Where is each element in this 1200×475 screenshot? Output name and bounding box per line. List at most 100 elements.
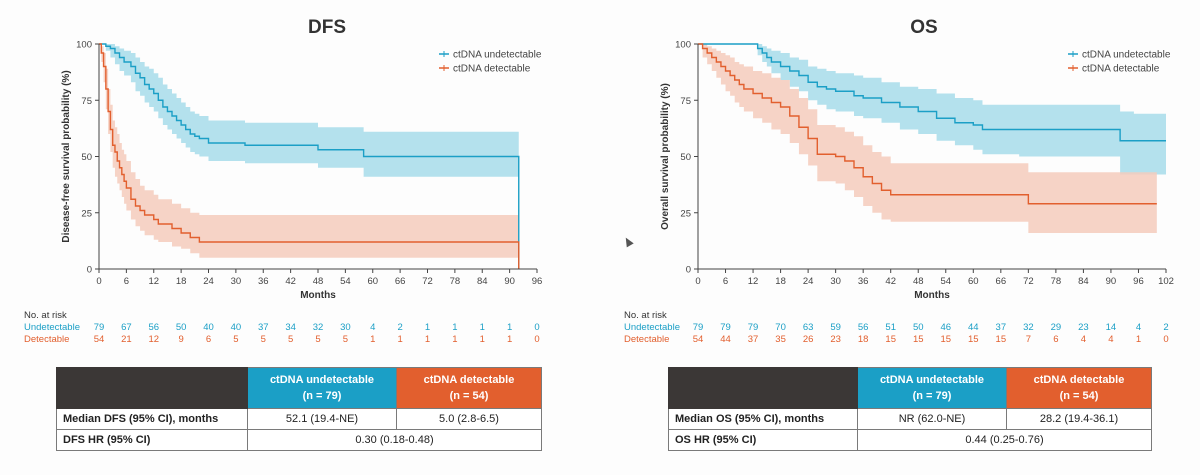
x-tick-label: 30 (231, 276, 242, 287)
risk-value-undetectable: 1 (507, 322, 512, 333)
table-header-row: ctDNA undetectable (n = 79) ctDNA detecta… (668, 367, 1152, 409)
risk-value-detectable: 7 (1026, 334, 1031, 345)
median-label: Median DFS (95% CI), months (56, 408, 248, 430)
x-tick-label: 24 (203, 276, 214, 287)
header-detectable-n: (n = 54) (449, 390, 489, 402)
x-tick-label: 78 (450, 276, 461, 287)
x-tick-label: 96 (532, 276, 543, 287)
hr-value: 0.30 (0.18-0.48) (247, 429, 542, 451)
risk-value-undetectable: 2 (397, 322, 402, 333)
legend-label-detectable: ctDNA detectable (1082, 64, 1160, 75)
risk-value-detectable: 5 (261, 334, 266, 345)
risk-value-undetectable: 63 (803, 322, 814, 333)
risk-value-detectable: 21 (121, 334, 132, 345)
risk-value-detectable: 15 (913, 334, 924, 345)
risk-value-detectable: 9 (178, 334, 183, 345)
x-tick-label: 18 (775, 276, 786, 287)
risk-value-undetectable: 34 (285, 322, 296, 333)
risk-label-detectable: Detectable (24, 334, 69, 345)
x-tick-label: 36 (858, 276, 869, 287)
risk-value-detectable: 15 (996, 334, 1007, 345)
survival-line-undetectable (698, 43, 1166, 142)
x-tick-label: 48 (313, 276, 324, 287)
header-undetectable-n: (n = 79) (302, 390, 342, 402)
risk-value-undetectable: 32 (1023, 322, 1034, 333)
risk-value-undetectable: 2 (1163, 322, 1168, 333)
x-tick-label: 24 (803, 276, 814, 287)
x-tick-label: 30 (830, 276, 841, 287)
x-tick-label: 72 (422, 276, 433, 287)
median-label: Median OS (95% CI), months (668, 408, 858, 430)
x-tick-label: 36 (258, 276, 269, 287)
header-undetectable-label: ctDNA undetectable (879, 374, 985, 386)
risk-value-detectable: 15 (968, 334, 979, 345)
risk-value-detectable: 23 (830, 334, 841, 345)
y-tick-label: 25 (81, 208, 92, 219)
x-tick-label: 54 (340, 276, 351, 287)
x-tick-label: 0 (96, 276, 101, 287)
x-tick-label: 84 (1078, 276, 1089, 287)
chart-title: DFS (308, 17, 346, 38)
x-tick-label: 60 (367, 276, 378, 287)
risk-value-undetectable: 0 (534, 322, 539, 333)
y-axis-label: Overall survival probability (%) (660, 83, 671, 230)
survival-line-detectable (698, 43, 1157, 205)
risk-value-undetectable: 37 (996, 322, 1007, 333)
hr-label: DFS HR (95% CI) (56, 429, 248, 451)
y-tick-label: 50 (680, 152, 691, 163)
header-undetectable: ctDNA undetectable (n = 79) (857, 367, 1007, 409)
risk-value-undetectable: 40 (231, 322, 242, 333)
survival-line-undetectable (99, 43, 520, 269)
x-tick-label: 66 (996, 276, 1007, 287)
x-tick-label: 6 (723, 276, 728, 287)
risk-value-detectable: 1 (507, 334, 512, 345)
table-header-row: ctDNA undetectable (n = 79) ctDNA detecta… (56, 367, 542, 409)
risk-value-detectable: 15 (885, 334, 896, 345)
risk-value-undetectable: 40 (203, 322, 214, 333)
y-tick-label: 50 (81, 152, 92, 163)
x-tick-label: 66 (395, 276, 406, 287)
header-detectable-label: ctDNA detectable (1033, 374, 1125, 386)
risk-label-undetectable: Undetectable (624, 322, 680, 333)
risk-value-detectable: 35 (775, 334, 786, 345)
risk-table-header: No. at risk (24, 310, 67, 321)
header-undetectable: ctDNA undetectable (n = 79) (247, 367, 397, 409)
x-tick-label: 18 (176, 276, 187, 287)
risk-value-detectable: 4 (1108, 334, 1113, 345)
risk-value-detectable: 1 (452, 334, 457, 345)
x-tick-label: 102 (1158, 276, 1174, 287)
hr-label: OS HR (95% CI) (668, 429, 858, 451)
risk-value-undetectable: 46 (940, 322, 951, 333)
median-detectable: 5.0 (2.8-6.5) (396, 408, 542, 430)
header-detectable: ctDNA detectable (n = 54) (396, 367, 542, 409)
x-tick-label: 0 (695, 276, 700, 287)
y-axis-label: Disease-free survival probability (%) (61, 70, 72, 242)
legend-label-undetectable: ctDNA undetectable (1082, 50, 1171, 61)
risk-value-detectable: 54 (94, 334, 105, 345)
survival-line-detectable (99, 43, 520, 269)
risk-value-detectable: 4 (1081, 334, 1086, 345)
risk-value-undetectable: 79 (94, 322, 105, 333)
chart-title: OS (910, 17, 937, 38)
y-tick-label: 100 (76, 40, 92, 51)
table-row: OS HR (95% CI) 0.44 (0.25-0.76) (668, 429, 1152, 451)
risk-value-detectable: 5 (233, 334, 238, 345)
x-tick-label: 42 (885, 276, 896, 287)
x-tick-label: 96 (1133, 276, 1144, 287)
risk-value-detectable: 0 (534, 334, 539, 345)
risk-value-undetectable: 50 (913, 322, 924, 333)
risk-value-detectable: 6 (206, 334, 211, 345)
ci-band-undetectable (698, 44, 1166, 175)
table-row: Median OS (95% CI), months NR (62.0-NE) … (668, 408, 1152, 430)
header-blank-cell (56, 367, 248, 409)
x-tick-label: 12 (148, 276, 159, 287)
median-detectable: 28.2 (19.4-36.1) (1006, 408, 1152, 430)
risk-value-detectable: 12 (148, 334, 159, 345)
risk-value-detectable: 1 (370, 334, 375, 345)
risk-value-undetectable: 23 (1078, 322, 1089, 333)
legend-label-detectable: ctDNA detectable (453, 64, 531, 75)
x-axis-label: Months (914, 290, 950, 301)
median-undetectable: 52.1 (19.4-NE) (247, 408, 397, 430)
hr-value: 0.44 (0.25-0.76) (857, 429, 1152, 451)
risk-value-undetectable: 44 (968, 322, 979, 333)
